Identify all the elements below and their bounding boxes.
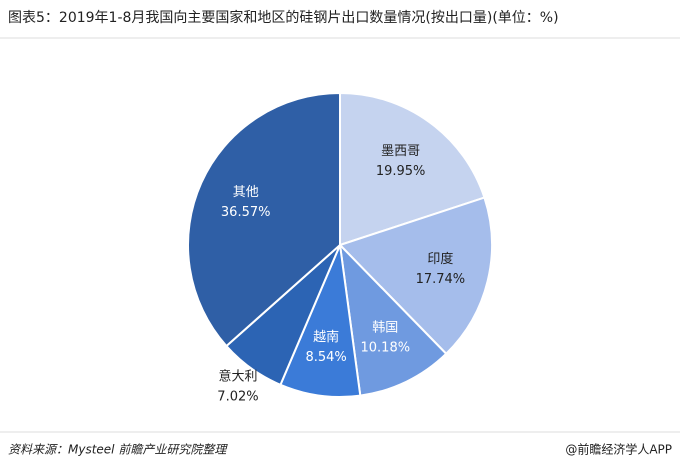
slice-name: 韩国 [372,320,398,335]
slice-name: 其他 [233,185,259,200]
pie-slice [338,242,448,397]
slice-value-label: 10.18% [361,340,411,355]
slice-name: 印度 [427,251,453,267]
slice-name: 意大利 [218,368,257,384]
slice-value-label: 17.74% [416,272,466,287]
chart-title: 图表5：2019年1-8月我国向主要国家和地区的硅钢片出口数量情况(按出口量)(… [8,9,559,26]
pie-slice [187,91,341,348]
slice-name: 越南 [313,329,339,345]
pie-slice [339,91,486,247]
slice-value-label: 8.54% [305,350,346,365]
slice-name: 墨西哥 [381,144,420,159]
source-note: 资料来源：Mysteel 前瞻产业研究院整理 [8,443,228,457]
slice-value-label: 19.95% [376,164,426,179]
pie-slice [338,196,493,356]
footer-brand: @前瞻经济学人APP [565,442,672,457]
slice-value-label: 36.57% [221,205,271,220]
slice-value-label: 7.02% [217,389,258,404]
